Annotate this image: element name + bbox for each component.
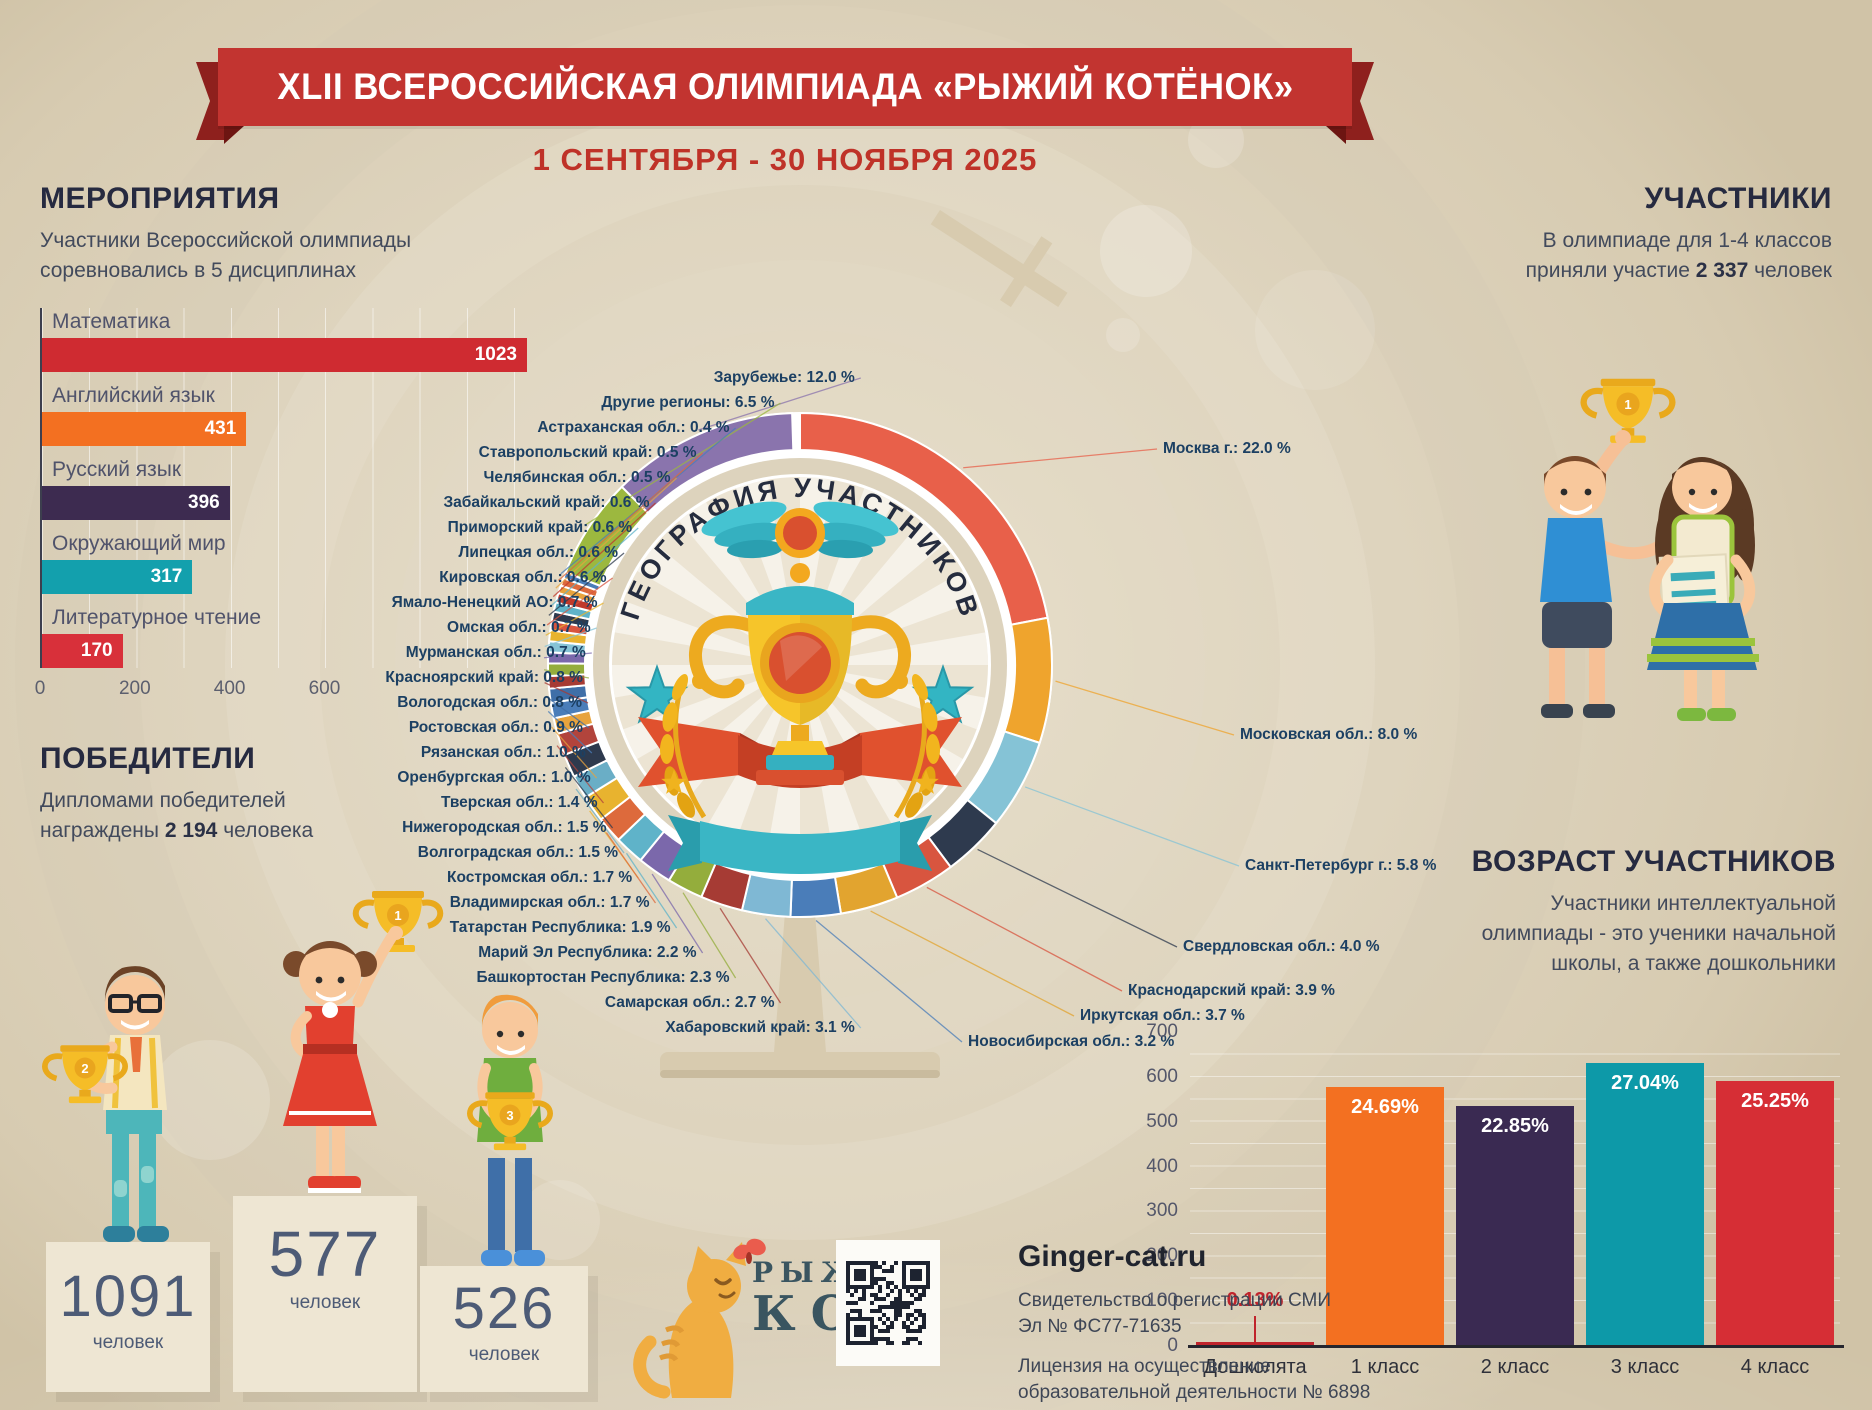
svg-text:1: 1	[1624, 397, 1631, 412]
discipline-label: Английский язык	[52, 384, 215, 407]
y-tick-label: 500	[1146, 1110, 1178, 1132]
x-tick-label: 600	[308, 678, 341, 699]
podium-count: 1091	[59, 1264, 197, 1329]
x-tick-label: 400	[213, 678, 246, 699]
site-url: Ginger-cat.ru	[1018, 1240, 1207, 1273]
participants-count: 2 337	[1695, 259, 1749, 282]
discipline-bar: 431	[42, 412, 247, 446]
discipline-label: Русский язык	[52, 458, 182, 481]
y-tick-label: 200	[1146, 1245, 1178, 1267]
page-title: XLII ВСЕРОССИЙСКАЯ ОЛИМПИАДА «РЫЖИЙ КОТЁ…	[276, 66, 1294, 107]
podium-count: 526	[452, 1276, 556, 1341]
discipline-bar: 317	[42, 560, 193, 594]
discipline-bar: 170	[42, 634, 123, 668]
discipline-bar: 1023	[42, 338, 527, 372]
discipline-label: Литературное чтение	[52, 606, 262, 629]
y-tick-label: 700	[1146, 1021, 1178, 1042]
age-bar: 25.25%	[1716, 1081, 1834, 1346]
disciplines-x-axis: 0 200 400 600	[35, 678, 552, 704]
age-bar: 27.04%	[1586, 1062, 1704, 1346]
discipline-value: 396	[188, 492, 220, 513]
discipline-row: Окружающий мир 317	[42, 530, 554, 594]
events-title: МЕРОПРИЯТИЯ	[40, 182, 280, 215]
participants-section: УЧАСТНИКИ В олимпиаде для 1-4 классов пр…	[1212, 182, 1832, 286]
age-x-label: 2 класс	[1480, 1356, 1550, 1378]
discipline-label: Математика	[52, 310, 171, 333]
events-subtitle-1: Участники Всероссийской олимпиады	[40, 229, 412, 252]
smi-line1: Свидетельство о регистрации СМИ	[1018, 1290, 1332, 1311]
discipline-value: 170	[80, 640, 113, 661]
age-bar-percent: 27.04%	[1611, 1071, 1679, 1094]
age-bar: 22.85%	[1456, 1106, 1574, 1346]
podium-block-3: 526 человек	[420, 1266, 588, 1392]
age-bar	[1196, 1342, 1314, 1346]
participants-line1: В олимпиаде для 1-4 классов	[1542, 229, 1832, 252]
footer-info: Ginger-cat.ru Свидетельство о регистраци…	[1018, 1240, 1438, 1406]
discipline-value: 317	[150, 566, 183, 587]
age-x-label: Дошколята	[1203, 1356, 1307, 1378]
age-x-axis-line	[1188, 1345, 1844, 1348]
podium-block-2: 577 человек	[233, 1196, 417, 1392]
winners-count: 2 194	[164, 819, 218, 842]
age-bar-percent: 24.69%	[1351, 1096, 1419, 1119]
podium-count: 577	[268, 1218, 382, 1290]
license-line2: образовательной деятельности № 6898	[1018, 1382, 1371, 1403]
x-tick-label: 0	[34, 678, 46, 699]
discipline-bar: 396	[42, 486, 230, 520]
discipline-value: 1023	[474, 344, 517, 365]
discipline-value: 431	[204, 418, 237, 439]
age-bar-percent: 0.13%	[1226, 1289, 1284, 1311]
winners-section: ПОБЕДИТЕЛИ Дипломами победителей награжд…	[40, 742, 500, 846]
age-x-label: 4 класс	[1740, 1356, 1810, 1378]
age-plot-area: 0.13% 24.69% 22.85% 27.04% 25.25%	[1190, 1032, 1840, 1346]
discipline-row: Английский язык 431	[42, 382, 554, 446]
y-tick-label: 400	[1146, 1155, 1178, 1177]
age-x-label: 1 класс	[1350, 1356, 1420, 1378]
y-tick-label: 100	[1146, 1290, 1178, 1312]
participants-line2: приняли участие	[1525, 259, 1696, 282]
discipline-row: Литературное чтение 170	[42, 604, 554, 668]
title-banner: XLII ВСЕРОССИЙСКАЯ ОЛИМПИАДА «РЫЖИЙ КОТЁ…	[218, 48, 1352, 126]
age-subtitle-2: олимпиады - это ученики начальной	[1481, 922, 1836, 945]
disciplines-bar-chart: Математика 1023 Английский язык 431 Русский …	[40, 308, 554, 668]
age-subtitle-3: школы, а также дошкольники	[1551, 952, 1836, 975]
svg-text:3: 3	[506, 1108, 513, 1123]
age-x-label: 3 класс	[1610, 1356, 1680, 1378]
participants-title: УЧАСТНИКИ	[1644, 182, 1832, 215]
events-section: МЕРОПРИЯТИЯ Участники Всероссийской олим…	[35, 182, 560, 704]
age-section: ВОЗРАСТ УЧАСТНИКОВ Участники интеллектуа…	[1276, 845, 1836, 979]
events-subtitle-2: соревновались в 5 дисциплинах	[40, 259, 356, 282]
age-bar-percent: 25.25%	[1741, 1090, 1809, 1113]
y-tick-label: 300	[1146, 1200, 1178, 1222]
qr-code	[836, 1240, 940, 1366]
age-bar-percent: 22.85%	[1481, 1115, 1549, 1138]
age-bar: 24.69%	[1326, 1087, 1444, 1346]
age-bar-chart: 0 100 200 300 400 500 600 700 0.13% 24.69% 22.85%…	[1100, 1016, 1860, 1396]
svg-text:1: 1	[394, 908, 401, 923]
age-title: ВОЗРАСТ УЧАСТНИКОВ	[1471, 845, 1836, 878]
event-dates: 1 СЕНТЯБРЯ - 30 НОЯБРЯ 2025	[532, 142, 1038, 177]
discipline-row: Математика 1023	[42, 308, 554, 372]
license-line1: Лицензия на осуществление	[1018, 1356, 1271, 1377]
winners-line1: Дипломами победителей	[40, 789, 286, 812]
banner-ribbon-tails	[196, 62, 1374, 144]
x-tick-label: 200	[118, 678, 151, 699]
podium-block-1: 1091 человек	[46, 1242, 210, 1392]
smi-line2: Эл № ФС77-71635	[1018, 1316, 1182, 1337]
discipline-label: Окружающий мир	[52, 532, 226, 555]
discipline-row: Русский язык 396	[42, 456, 554, 520]
winners-title: ПОБЕДИТЕЛИ	[40, 742, 256, 775]
age-subtitle-1: Участники интеллектуальной	[1550, 892, 1836, 915]
y-tick-label: 600	[1146, 1065, 1178, 1087]
y-tick-label: 0	[1167, 1335, 1178, 1356]
svg-text:2: 2	[81, 1061, 88, 1076]
